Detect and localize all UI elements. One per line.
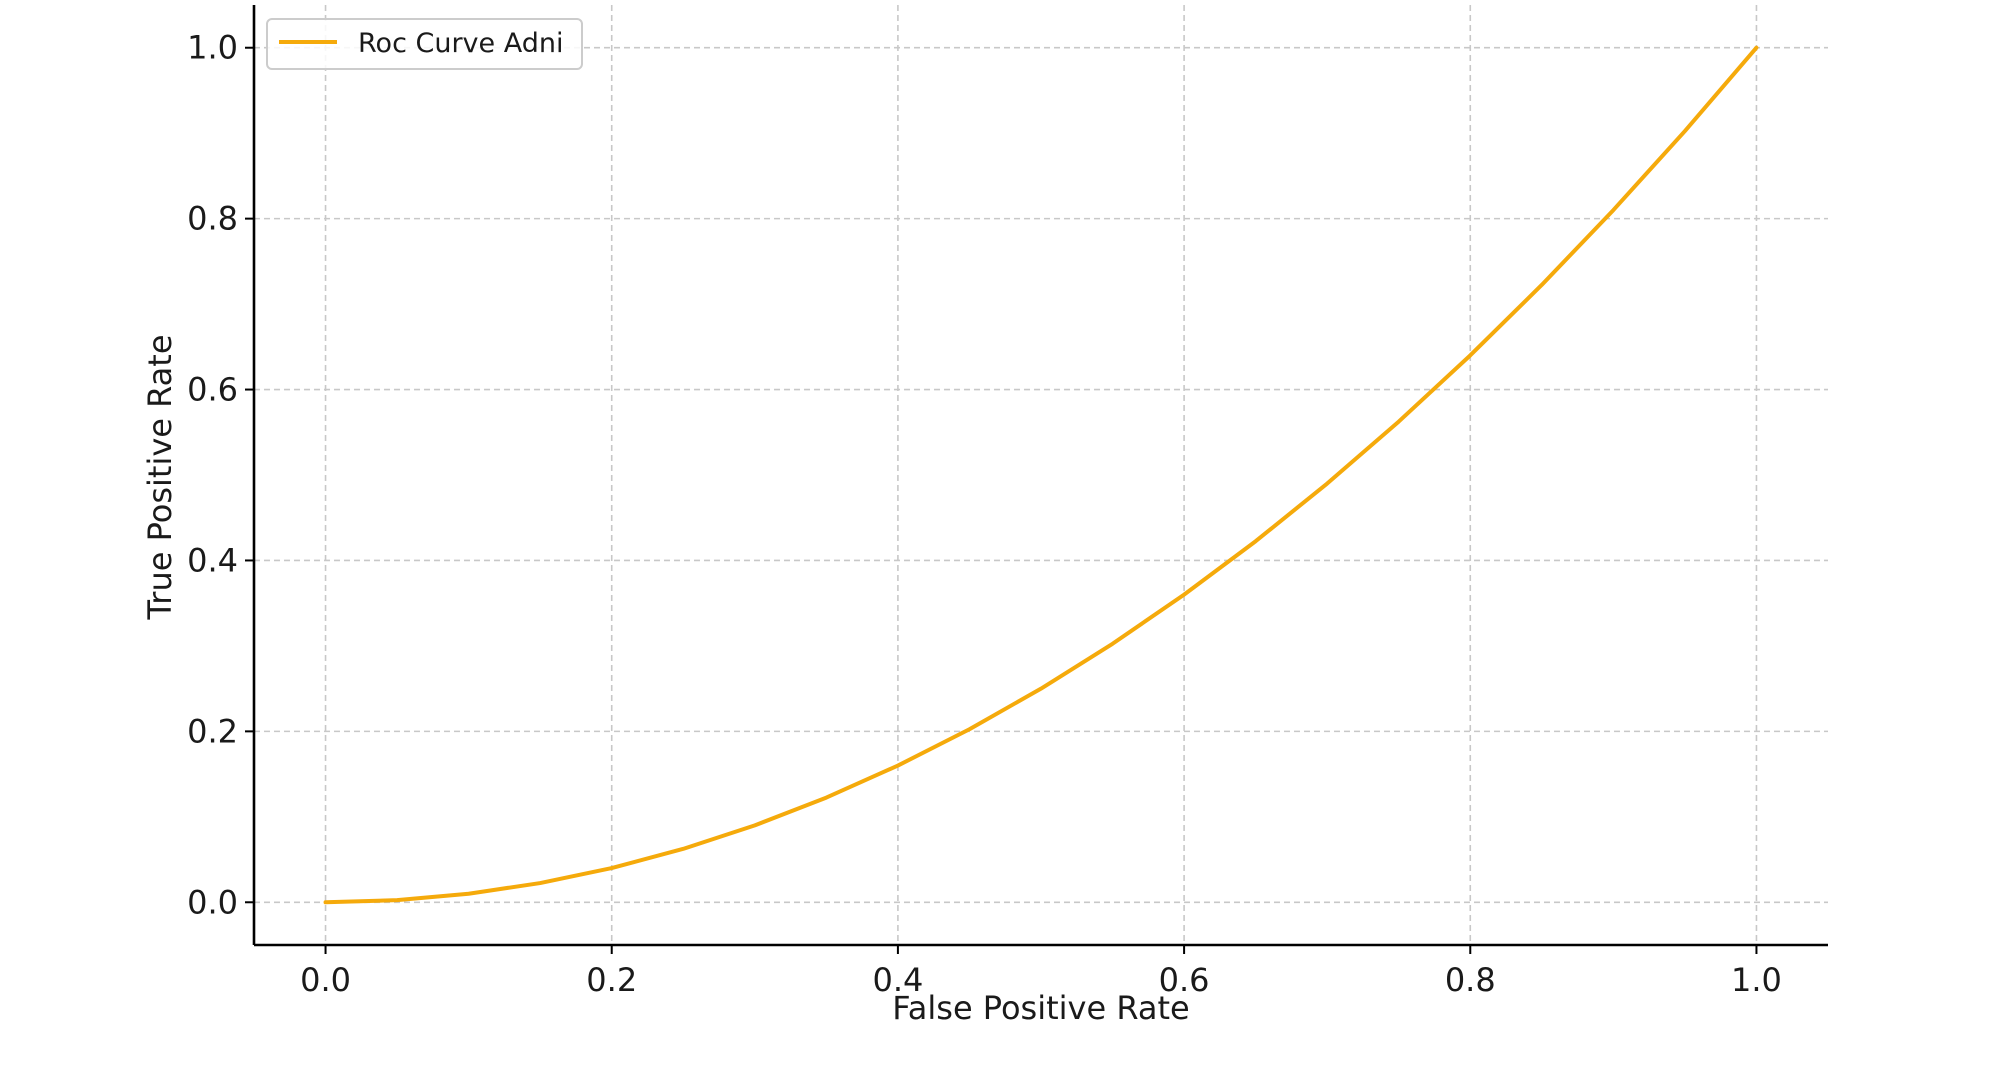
x-tick-label: 1.0	[1731, 961, 1782, 999]
y-tick-label: 0.8	[187, 200, 238, 238]
y-tick-label: 0.2	[187, 712, 238, 750]
series-line	[323, 45, 1759, 905]
y-tick-label: 0.0	[187, 883, 238, 921]
x-tick-label: 0.6	[1159, 961, 1210, 999]
y-tick-label: 1.0	[187, 29, 238, 67]
x-tick-label: 0.8	[1445, 961, 1496, 999]
x-tick-label: 0.2	[586, 961, 637, 999]
axes	[252, 5, 1828, 947]
y-axis-title: True Positive Rate	[141, 334, 179, 620]
y-axis-ticks: 0.0 0.2 0.4 0.6 0.8 1.0	[187, 29, 254, 921]
legend-box	[266, 18, 583, 70]
x-axis-ticks: 0.0 0.2 0.4 0.6 0.8 1.0	[300, 945, 1782, 999]
x-tick-label: 0.4	[872, 961, 923, 999]
x-axis-title: False Positive Rate	[892, 989, 1189, 1027]
legend-label: Roc Curve Adni	[358, 28, 563, 59]
y-tick-label: 0.6	[187, 371, 238, 409]
series-layer	[323, 45, 1759, 905]
x-tick-label: 0.0	[300, 961, 351, 999]
grid	[254, 5, 1828, 945]
legend: Roc Curve Adni	[266, 18, 583, 70]
y-tick-label: 0.4	[187, 541, 238, 579]
